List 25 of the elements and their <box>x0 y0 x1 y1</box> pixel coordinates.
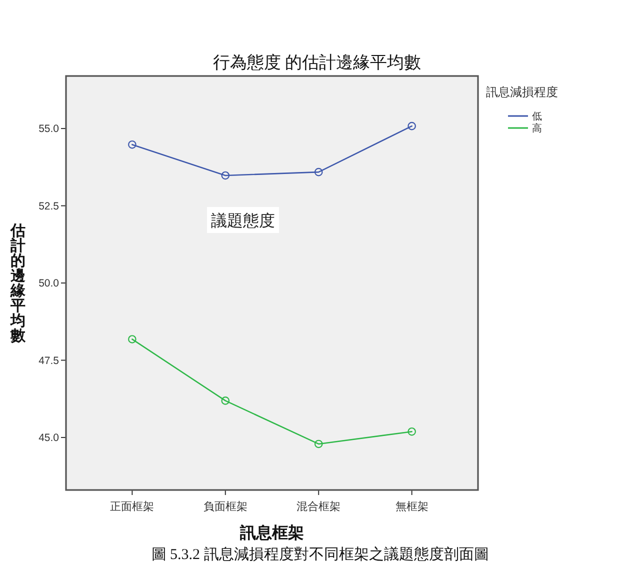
legend-label: 高 <box>532 122 542 134</box>
point <box>221 171 230 180</box>
legend-label: 低 <box>532 112 542 122</box>
x-tick-label: 無框架 <box>395 500 428 513</box>
point <box>408 122 416 130</box>
point <box>314 440 323 448</box>
y-tick-label: 45.0 <box>38 432 60 444</box>
caption: 圖 5.3.2 訊息減損程度對不同框架之議題態度剖面圖 <box>151 546 489 563</box>
x-tick-label: 混合框架 <box>296 500 341 513</box>
y-tick-label: 55.0 <box>38 123 60 136</box>
chart-title: 行為態度 的估計邊緣平均數 <box>212 53 422 72</box>
y-tick-label: 50.0 <box>38 278 60 290</box>
annotation: 議題態度 <box>211 212 275 230</box>
x-tick-label: 正面框架 <box>110 500 154 513</box>
point <box>128 140 136 149</box>
x-tick-label: 負面框架 <box>203 500 248 513</box>
point <box>221 396 230 405</box>
point <box>314 168 323 176</box>
x-axis-title: 訊息框架 <box>239 524 304 542</box>
y-tick-label: 52.5 <box>38 200 60 212</box>
point <box>408 427 416 436</box>
point <box>128 335 136 344</box>
legend-title: 訊息減損程度 <box>486 85 558 99</box>
y-tick-label: 47.5 <box>38 354 60 367</box>
y-axis-title: 估計的邊緣平均數 <box>10 222 26 344</box>
